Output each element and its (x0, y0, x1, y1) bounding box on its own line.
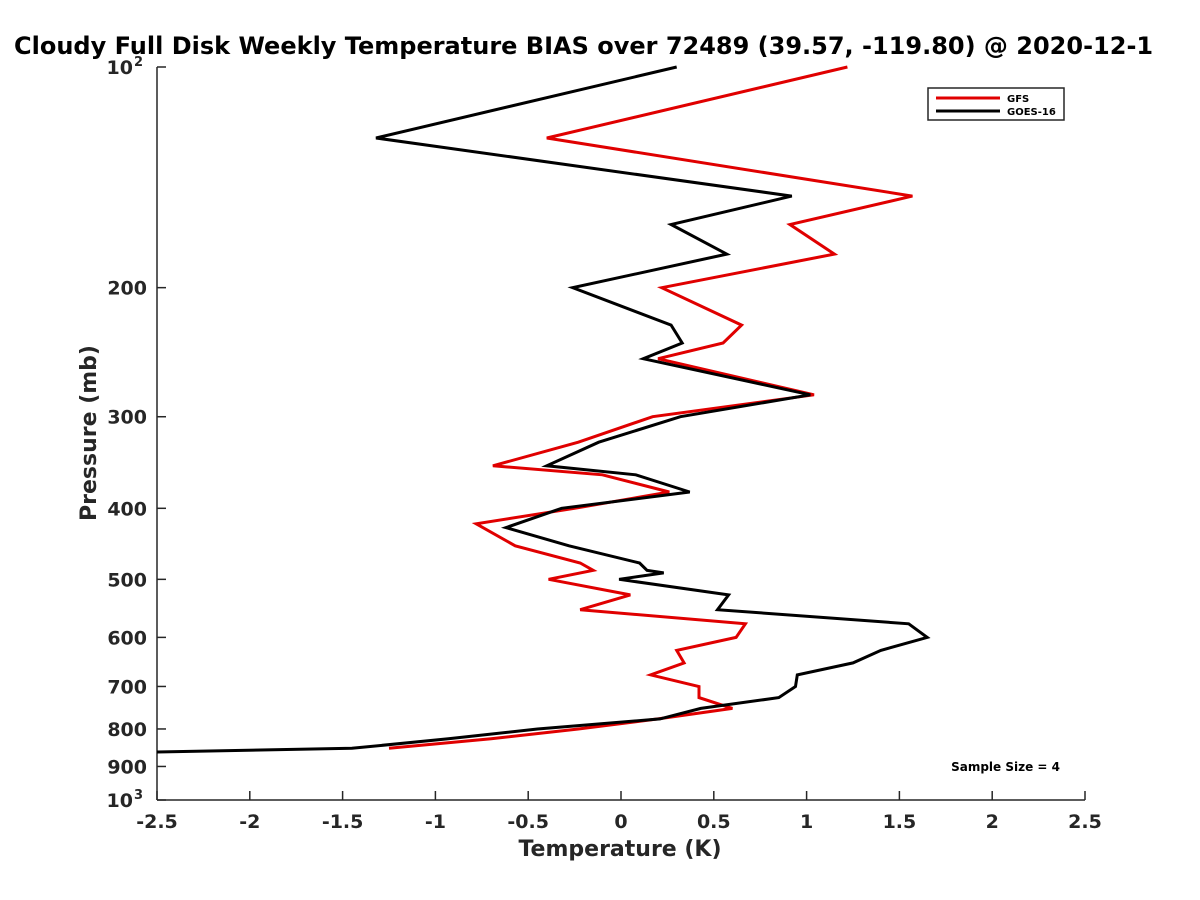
y-tick-label: 400 (107, 498, 147, 520)
axis-ticks: -2.5 -2 -1.5 -1 -0.5 0 0.5 1 1.5 2 2.510 2200300400… (107, 55, 1102, 833)
x-tick-label: -1 (425, 811, 446, 833)
y-tick-label: 900 (107, 756, 147, 778)
series-line-gfs (388, 65, 913, 750)
y-tick-label: 500 (107, 569, 147, 591)
x-axis-label: Temperature (K) (518, 837, 721, 862)
y-tick-label: 800 (107, 719, 147, 741)
y-tick-label: 700 (107, 676, 147, 698)
y-tick-label: 200 (107, 278, 147, 300)
x-tick-label: -2 (239, 811, 260, 833)
x-tick-label: 1 (800, 811, 813, 833)
legend-box (927, 87, 1065, 121)
series-group (156, 65, 931, 754)
y-axis-label: Pressure (mb) (77, 345, 102, 521)
y-tick-exponent: 3 (134, 788, 143, 803)
chart-title: Cloudy Full Disk Weekly Temperature BIAS… (14, 32, 1153, 60)
x-tick-label: 1.5 (883, 811, 917, 833)
sample-size-annotation: Sample Size = 4 (951, 760, 1060, 774)
x-tick-label: -1.5 (322, 811, 364, 833)
legend-entry: GFS (1007, 94, 1029, 105)
y-tick-label: 300 (107, 407, 147, 429)
x-tick-label: 0.5 (697, 811, 731, 833)
x-tick-label: -2.5 (136, 811, 178, 833)
series-line-goes-16 (156, 65, 931, 754)
x-tick-label: 0 (614, 811, 627, 833)
y-tick-label: 600 (107, 627, 147, 649)
legend: GFS GOES-16 (927, 87, 1065, 121)
x-tick-label: 2.5 (1068, 811, 1102, 833)
x-tick-label: 2 (986, 811, 999, 833)
x-tick-label: -0.5 (507, 811, 549, 833)
y-tick-exponent: 2 (134, 55, 143, 70)
y-tick-label: 10 (107, 790, 133, 812)
y-tick-label: 10 (107, 57, 133, 79)
legend-entry: GOES-16 (1007, 107, 1056, 118)
plot-area (156, 67, 1085, 801)
